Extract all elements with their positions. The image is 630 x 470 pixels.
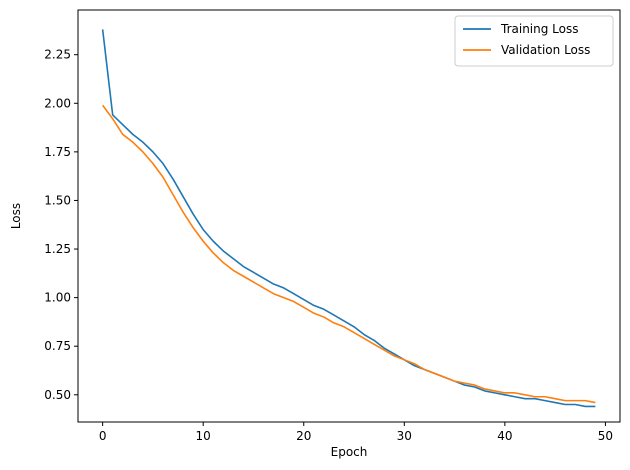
y-tick-label: 2.00 [44, 96, 71, 110]
y-axis-label: Loss [9, 203, 23, 229]
y-tick-label: 0.75 [44, 339, 71, 353]
legend-entry: Validation Loss [501, 43, 590, 57]
legend-box [454, 15, 614, 67]
x-tick-label: 50 [598, 429, 613, 443]
x-tick-label: 10 [196, 429, 211, 443]
y-tick-label: 1.75 [44, 145, 71, 159]
x-tick-label: 30 [397, 429, 412, 443]
axes-frame [77, 9, 621, 423]
y-tick-label: 2.25 [44, 48, 71, 62]
y-tick-label: 1.25 [44, 242, 71, 256]
series-line-validation-loss [101, 104, 596, 404]
x-tick-label: 40 [497, 429, 512, 443]
legend: Training Loss Validation Loss [454, 15, 614, 67]
y-tick-label: 1.50 [44, 193, 71, 207]
x-tick-label: 20 [296, 429, 311, 443]
x-axis-label: Epoch [331, 445, 368, 459]
y-tick-label: 0.50 [44, 388, 71, 402]
x-tick-label: 0 [99, 429, 107, 443]
y-axis: 0.50 0.75 1.00 1.25 1.50 1.75 2.00 2.25 [44, 48, 78, 402]
legend-entry: Training Loss [500, 22, 578, 36]
x-axis: 0 10 20 30 40 50 [99, 422, 613, 443]
y-tick-label: 1.00 [44, 291, 71, 305]
series-layer [101, 29, 596, 408]
series-line-training-loss [101, 29, 596, 408]
